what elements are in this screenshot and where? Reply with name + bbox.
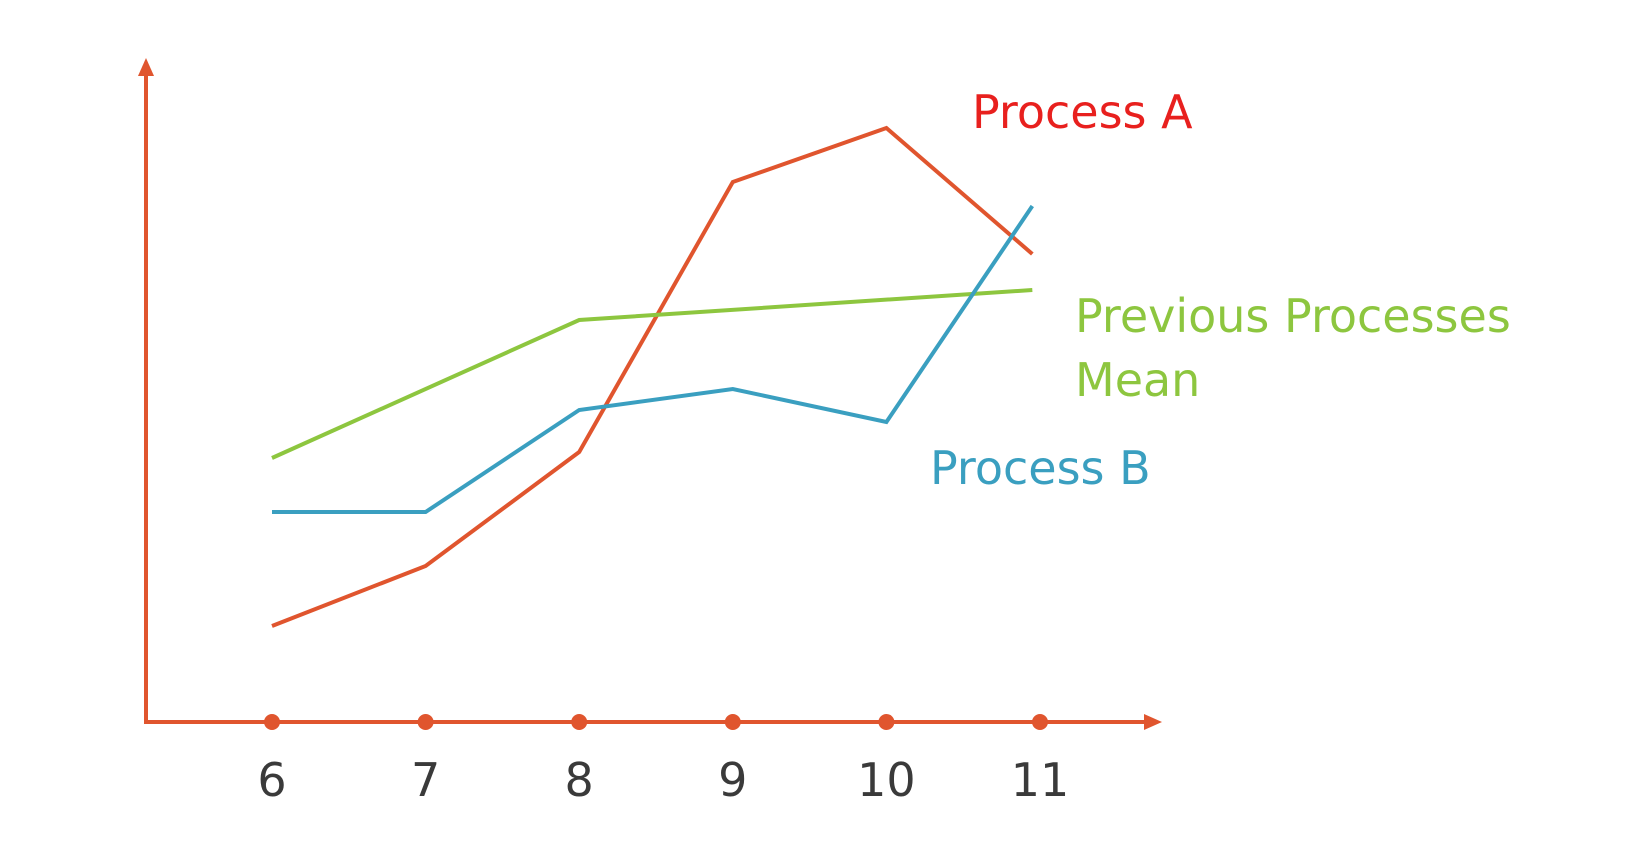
x-tick-label: 6: [257, 753, 286, 807]
x-tick-label: 11: [1011, 753, 1070, 807]
x-axis-arrow-icon: [1144, 714, 1162, 730]
previous-mean-label-line-1: Previous Processes: [1075, 289, 1511, 343]
series-layer: [271, 125, 1034, 628]
process-b-label: Process B: [930, 441, 1151, 495]
x-tick-label: 9: [718, 753, 747, 807]
process-b-line: [272, 204, 1034, 514]
x-tick-dot: [724, 714, 741, 730]
x-tick-label: 10: [857, 753, 916, 807]
x-tick-dot: [1032, 714, 1048, 730]
x-tick-label: 8: [565, 753, 594, 807]
y-axis-arrow-icon: [138, 58, 154, 76]
x-tick-label: 7: [411, 753, 440, 807]
x-tick-dot: [571, 714, 588, 730]
previous-mean-label-line-2: Mean: [1075, 353, 1200, 407]
x-tick-layer: 6 7 8 9 10 11: [257, 714, 1069, 807]
process-a-line: [271, 125, 1034, 628]
previous-mean-label: Previous Processes Mean: [1075, 289, 1525, 407]
process-a-label: Process A: [972, 85, 1193, 139]
x-tick-dot: [264, 714, 280, 730]
x-tick-dot: [417, 714, 434, 730]
chart-axes: [138, 58, 1162, 730]
x-tick-dot: [878, 714, 895, 730]
previous-mean-line: [271, 288, 1033, 460]
